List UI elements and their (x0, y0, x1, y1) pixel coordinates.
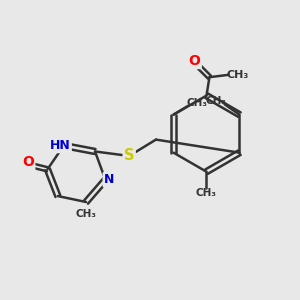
Text: S: S (124, 148, 134, 164)
Text: CH₃: CH₃ (196, 188, 217, 198)
Text: CH₃: CH₃ (205, 96, 226, 106)
Text: N: N (104, 173, 114, 186)
Text: CH₃: CH₃ (76, 209, 97, 220)
Text: CH₃: CH₃ (226, 70, 249, 80)
Text: O: O (189, 54, 200, 68)
Text: CH₃: CH₃ (187, 98, 208, 108)
Text: HN: HN (50, 139, 70, 152)
Text: O: O (22, 155, 34, 170)
